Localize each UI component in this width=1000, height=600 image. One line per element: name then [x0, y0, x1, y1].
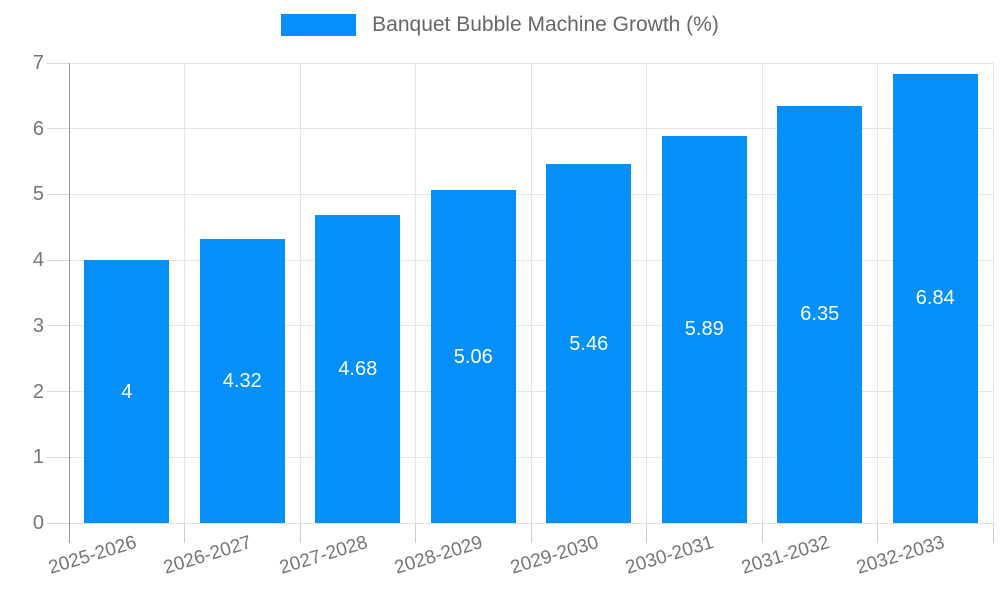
- bar-2030-2031[interactable]: [661, 135, 747, 523]
- x-axis-tick: [184, 523, 185, 543]
- y-axis-tick: [47, 391, 69, 393]
- bar-value-label: 5.89: [684, 318, 724, 341]
- y-axis-label: 1: [32, 446, 44, 469]
- bar-2031-2032[interactable]: [777, 105, 863, 523]
- y-axis-label: 5: [32, 183, 44, 206]
- x-gridline: [530, 63, 532, 523]
- bar-value-label: 6.84: [915, 287, 955, 310]
- x-gridline: [877, 63, 878, 523]
- bar-value-label: 5.06: [453, 345, 493, 368]
- y-axis-tick: [47, 325, 69, 327]
- x-axis-tick: [646, 523, 647, 543]
- x-axis-tick: [530, 523, 532, 543]
- x-gridline: [415, 63, 416, 523]
- y-axis-tick: [47, 128, 69, 130]
- x-gridline: [992, 63, 994, 523]
- legend[interactable]: Banquet Bubble Machine Growth (%): [0, 14, 1000, 36]
- bar-value-label: 5.46: [569, 332, 609, 355]
- x-axis-tick: [415, 523, 416, 543]
- bar-2028-2029[interactable]: [430, 190, 516, 523]
- y-axis-label: 7: [32, 52, 44, 74]
- y-axis-label: 2: [32, 380, 44, 403]
- x-axis-tick: [877, 523, 878, 543]
- bar-2026-2027[interactable]: [199, 239, 285, 523]
- bar-2025-2026[interactable]: [84, 260, 170, 523]
- bar-value-label: 4.32: [222, 370, 262, 393]
- x-gridline: [184, 63, 185, 523]
- y-axis-tick: [47, 456, 69, 458]
- y-axis-tick: [47, 259, 69, 261]
- y-axis-label: 4: [32, 249, 44, 272]
- x-axis-tick: [992, 523, 994, 543]
- bar-2027-2028[interactable]: [315, 215, 401, 523]
- x-gridline: [646, 63, 647, 523]
- y-axis-label: 0: [32, 512, 44, 534]
- x-axis-tick: [761, 523, 763, 543]
- y-axis-label: 6: [32, 117, 44, 140]
- y-axis-tick: [47, 522, 69, 524]
- bar-value-label: 4.68: [338, 358, 378, 381]
- legend-label: Banquet Bubble Machine Growth (%): [372, 13, 719, 36]
- bar-value-label: 6.35: [800, 303, 840, 326]
- x-axis-tick: [299, 523, 301, 543]
- y-axis-line: [68, 63, 70, 543]
- x-gridline: [761, 63, 763, 523]
- y-axis-label: 3: [32, 314, 44, 337]
- bar-value-label: 4: [121, 380, 133, 403]
- y-axis-tick: [47, 193, 69, 195]
- x-axis-line: [69, 522, 993, 524]
- x-gridline: [299, 63, 301, 523]
- legend-swatch-icon: [281, 14, 357, 36]
- y-axis-tick: [47, 62, 69, 64]
- bar-2032-2033[interactable]: [892, 73, 978, 523]
- bar-2029-2030[interactable]: [546, 164, 632, 523]
